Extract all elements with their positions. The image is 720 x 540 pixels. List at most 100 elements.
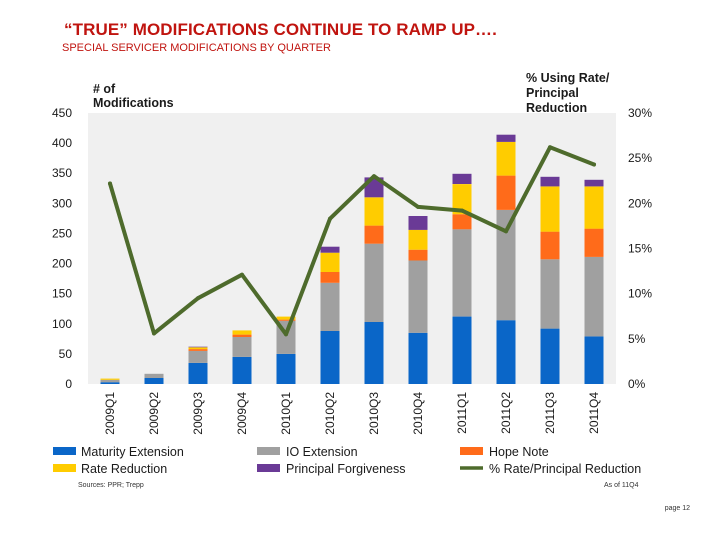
- right-tick-label: 30%: [628, 106, 652, 120]
- right-tick-label: 0%: [628, 377, 646, 391]
- bar-rate-reduction-2011q2: [496, 141, 516, 176]
- legend-label-maturity-extension: Maturity Extension: [81, 445, 184, 459]
- bar-rate-reduction-2010q1: [276, 316, 296, 320]
- bar-maturity-extension-2011q2: [496, 320, 516, 384]
- line-point-2009q2: [152, 331, 156, 336]
- right-axis-title-line3: Reduction: [526, 101, 587, 115]
- legend-swatch-hope-note: [460, 447, 483, 455]
- x-tick-label: 2010Q1: [279, 392, 293, 435]
- bar-rate-reduction-2010q3: [364, 197, 384, 226]
- bar-io-extension-2009q3: [188, 350, 208, 363]
- bar-maturity-extension-2011q1: [452, 316, 472, 384]
- legend-label-percent-line: % Rate/Principal Reduction: [489, 462, 641, 476]
- bar-rate-reduction-2009q3: [188, 347, 208, 350]
- slide-subtitle: SPECIAL SERVICER MODIFICATIONS BY QUARTE…: [62, 42, 331, 54]
- x-tick-label: 2009Q3: [191, 392, 205, 435]
- bar-io-extension-2009q2: [144, 373, 164, 378]
- x-tick-label: 2009Q1: [103, 392, 117, 435]
- legend-swatch-principal-forgiveness: [257, 464, 280, 472]
- bar-io-extension-2010q3: [364, 243, 384, 322]
- chart-legend: Maturity Extension IO Extension Hope Not…: [53, 445, 641, 476]
- x-tick-label: 2011Q4: [587, 392, 601, 434]
- bar-io-extension-2010q2: [320, 282, 340, 331]
- bar-io-extension-2011q3: [540, 259, 560, 329]
- x-tick-label: 2011Q1: [455, 392, 469, 434]
- line-point-2010q3: [372, 174, 376, 179]
- bar-io-extension-2011q2: [496, 210, 516, 321]
- line-point-2011q4: [592, 162, 596, 167]
- line-point-2011q3: [548, 145, 552, 150]
- bar-io-extension-2009q4: [232, 337, 252, 357]
- bar-io-extension-2009q1: [100, 379, 120, 383]
- x-tick-label: 2011Q3: [543, 392, 557, 434]
- bar-maturity-extension-2009q3: [188, 362, 208, 384]
- legend-label-principal-forgiveness: Principal Forgiveness: [286, 462, 406, 476]
- left-tick-label: 150: [52, 287, 72, 301]
- line-point-2011q1: [460, 208, 464, 213]
- legend-swatch-maturity-extension: [53, 447, 76, 455]
- bar-principal-forgiveness-2011q1: [452, 173, 472, 184]
- left-tick-label: 450: [52, 106, 72, 120]
- bar-principal-forgiveness-2011q4: [584, 179, 604, 187]
- line-point-2011q2: [504, 229, 508, 234]
- legend-swatch-rate-reduction: [53, 464, 76, 472]
- legend-label-hope-note: Hope Note: [489, 445, 549, 459]
- bar-io-extension-2010q4: [408, 260, 428, 333]
- percent-rate-principal-line: [108, 145, 596, 337]
- bar-maturity-extension-2011q3: [540, 328, 560, 384]
- bar-hope-note-2011q1: [452, 214, 472, 230]
- bar-hope-note-2010q3: [364, 225, 384, 244]
- bar-principal-forgiveness-2009q3: [188, 346, 208, 348]
- left-tick-label: 100: [52, 317, 72, 331]
- right-tick-label: 25%: [628, 151, 652, 165]
- line-point-2009q4: [240, 272, 244, 277]
- x-tick-label: 2011Q2: [499, 392, 513, 434]
- bar-maturity-extension-2009q1: [100, 382, 120, 384]
- legend-label-rate-reduction: Rate Reduction: [81, 462, 167, 476]
- bar-rate-reduction-2009q1: [100, 378, 120, 380]
- bar-rate-reduction-2010q4: [408, 229, 428, 250]
- bar-principal-forgiveness-2010q2: [320, 246, 340, 253]
- bar-rate-reduction-2011q3: [540, 186, 560, 232]
- bar-maturity-extension-2010q3: [364, 322, 384, 384]
- bar-hope-note-2011q2: [496, 175, 516, 210]
- bar-principal-forgiveness-2011q2: [496, 134, 516, 142]
- right-tick-label: 10%: [628, 287, 652, 301]
- bar-hope-note-2009q4: [232, 334, 252, 337]
- x-tick-label: 2010Q4: [411, 392, 425, 435]
- bar-maturity-extension-2010q1: [276, 353, 296, 384]
- line-point-2009q1: [108, 181, 112, 186]
- left-tick-label: 350: [52, 166, 72, 180]
- sources-note: Sources: PPR; Trepp: [78, 482, 144, 489]
- x-axis-ticks: 2009Q1 2009Q2 2009Q3 2009Q4 2010Q1 2010Q2 2010…: [103, 392, 601, 435]
- bar-principal-forgiveness-2011q3: [540, 176, 560, 187]
- bar-maturity-extension-2009q2: [144, 378, 164, 384]
- plot-background: [88, 113, 616, 384]
- legend-label-io-extension: IO Extension: [286, 445, 358, 459]
- bar-maturity-extension-2011q4: [584, 336, 604, 384]
- left-tick-label: 50: [59, 347, 73, 361]
- bar-rate-reduction-2011q4: [584, 186, 604, 229]
- legend-swatch-io-extension: [257, 447, 280, 455]
- left-axis-title-line1: # of: [93, 82, 116, 96]
- bar-io-extension-2011q4: [584, 256, 604, 337]
- bar-rate-reduction-2011q1: [452, 184, 472, 215]
- right-tick-label: 20%: [628, 196, 652, 210]
- line-point-2010q1: [284, 332, 288, 337]
- bar-stacks: [100, 134, 604, 384]
- x-tick-label: 2010Q2: [323, 392, 337, 435]
- left-tick-label: 250: [52, 226, 72, 240]
- x-tick-label: 2010Q3: [367, 392, 381, 435]
- line-point-2010q2: [328, 216, 332, 221]
- x-tick-label: 2009Q2: [147, 392, 161, 435]
- bar-rate-reduction-2010q2: [320, 252, 340, 272]
- right-axis-ticks: 0% 5% 10% 15% 20% 25% 30%: [628, 106, 652, 391]
- bar-hope-note-2011q3: [540, 231, 560, 260]
- left-tick-label: 0: [65, 377, 72, 391]
- as-of-note: As of 11Q4: [604, 482, 639, 489]
- right-tick-label: 15%: [628, 242, 652, 256]
- x-tick-label: 2009Q4: [235, 392, 249, 435]
- right-axis-title-line2: Principal: [526, 86, 579, 100]
- bar-io-extension-2011q1: [452, 229, 472, 317]
